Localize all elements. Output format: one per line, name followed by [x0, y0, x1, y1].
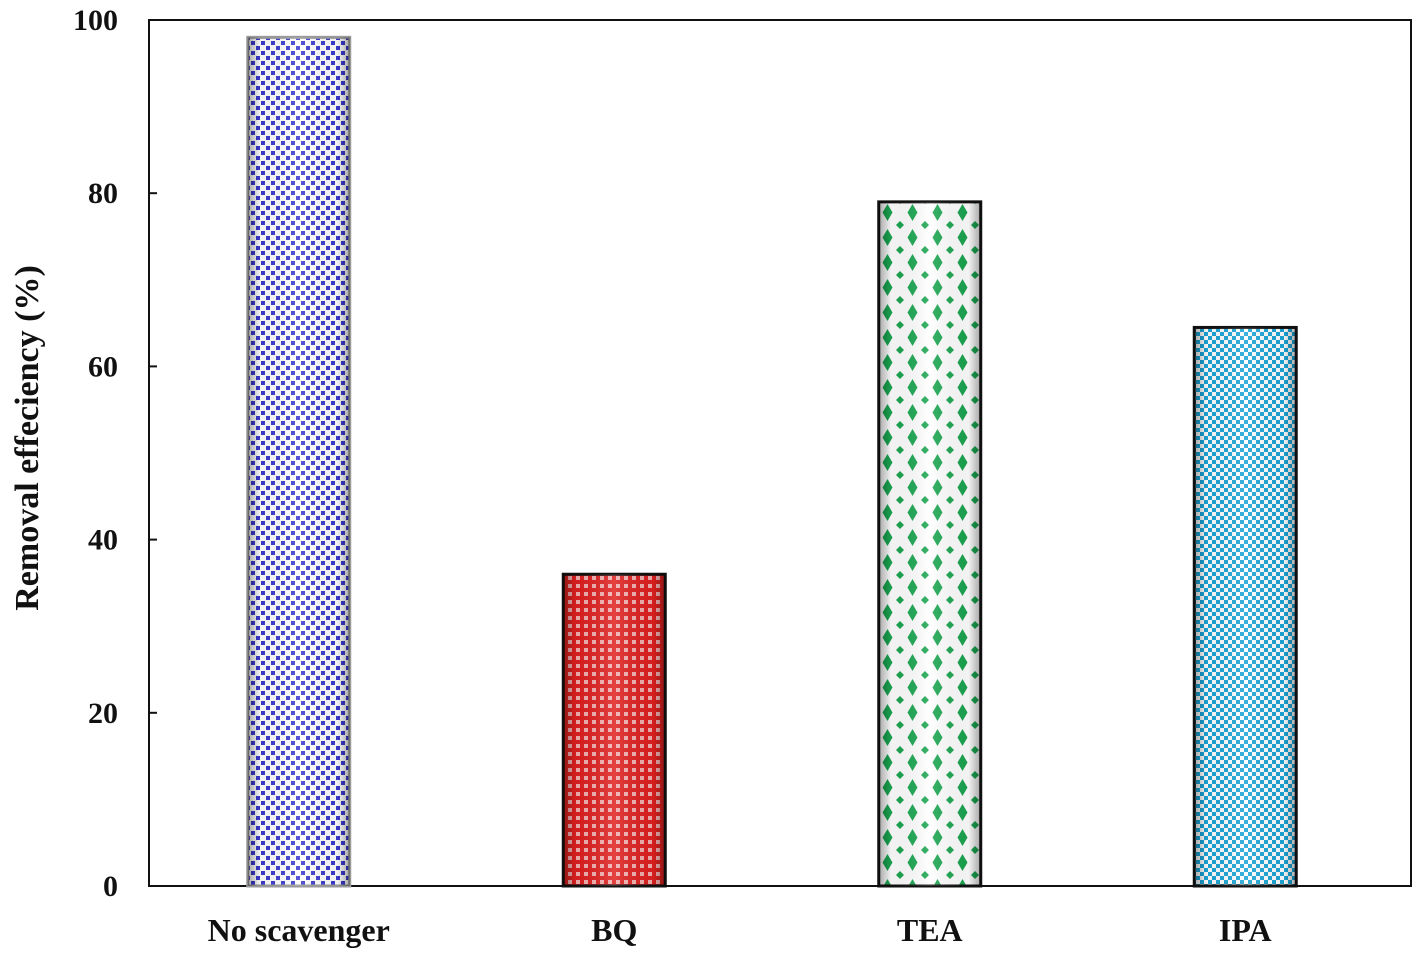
plot-area-frame	[148, 19, 1412, 887]
bar-shading	[247, 37, 350, 886]
bar-ipa	[1192, 325, 1298, 888]
bar-bq	[561, 572, 667, 888]
bar-shading	[878, 201, 981, 887]
x-axis-labels: No scavenger BQ TEA IPA	[208, 912, 1272, 948]
x-tick-label: TEA	[897, 912, 963, 948]
y-tick-label: 100	[73, 4, 118, 37]
bar-no-scavenger	[246, 35, 352, 888]
y-axis-ticks: 0 20 40 60 80 100	[73, 4, 157, 903]
y-tick-label: 80	[88, 177, 118, 210]
x-tick-label: BQ	[591, 912, 637, 948]
x-tick-label: No scavenger	[208, 912, 390, 948]
y-axis-title: Removal effeciency (%)	[9, 265, 46, 611]
bars-group	[246, 35, 1298, 888]
x-tick-label: IPA	[1219, 912, 1272, 948]
y-tick-label: 40	[88, 524, 118, 557]
bar-shading	[563, 574, 666, 886]
y-tick-label: 20	[88, 697, 118, 730]
y-tick-label: 60	[88, 350, 118, 383]
bar-shading	[1194, 327, 1297, 886]
y-tick-label: 0	[103, 870, 118, 903]
bar-tea	[877, 200, 983, 888]
